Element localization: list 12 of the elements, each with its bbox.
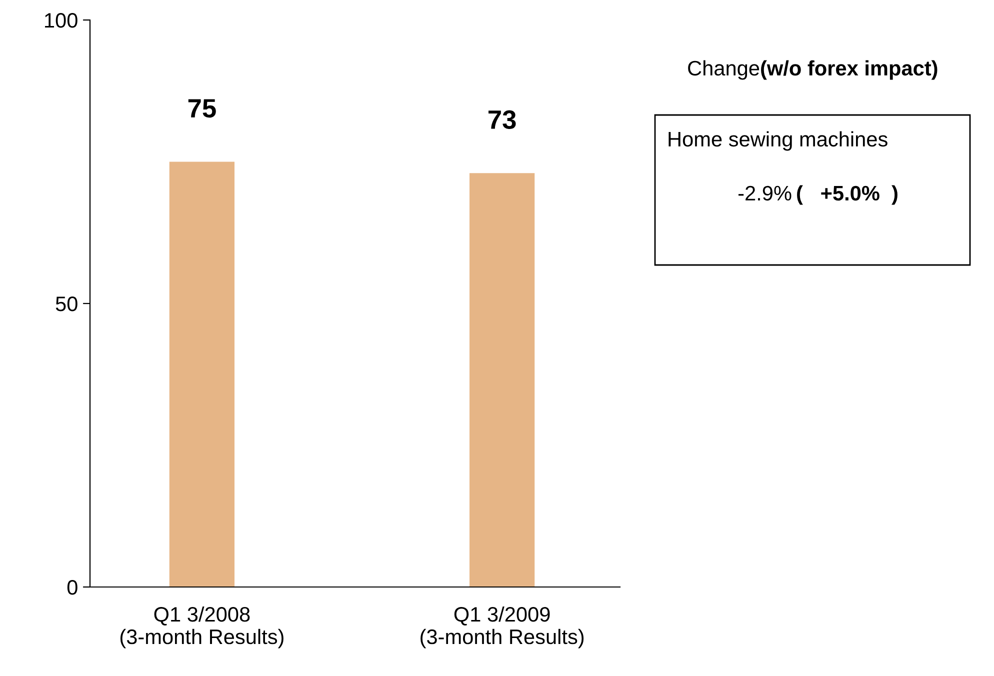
text: (w/o forex impact) — [761, 60, 938, 80]
y-tick-label: 100 — [45, 13, 78, 28]
x-tick-label: Q1 3/2008 (3-month Results) — [120, 606, 284, 648]
text: Change — [688, 60, 760, 80]
text: ( +5.0% ) — [797, 185, 898, 205]
y-tick-label: 50 — [56, 296, 78, 312]
text: -2.9% — [738, 186, 792, 201]
text: Home sewing machines — [668, 131, 888, 151]
x-tick-label: Q1 3/2009 (3-month Results) — [420, 606, 584, 648]
y-tick-label: 0 — [67, 580, 78, 595]
data-label: 75 — [188, 99, 216, 118]
data-label: 73 — [488, 110, 516, 130]
